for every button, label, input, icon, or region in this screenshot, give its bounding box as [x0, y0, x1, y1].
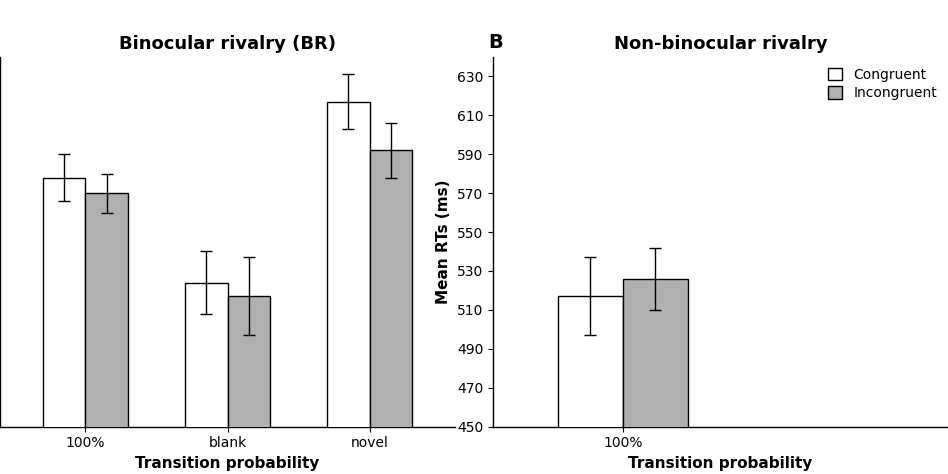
X-axis label: Transition probability: Transition probability	[629, 456, 812, 471]
Bar	[85, 193, 128, 474]
Bar	[185, 283, 228, 474]
Bar	[370, 150, 412, 474]
Bar	[327, 101, 370, 474]
Legend: Congruent, Incongruent: Congruent, Incongruent	[824, 64, 941, 104]
Y-axis label: Mean RTs (ms): Mean RTs (ms)	[436, 180, 451, 304]
Bar	[558, 296, 623, 474]
Bar	[623, 279, 688, 474]
Bar	[228, 296, 270, 474]
Bar	[43, 178, 85, 474]
Title: Binocular rivalry (BR): Binocular rivalry (BR)	[119, 35, 336, 53]
X-axis label: Transition probability: Transition probability	[136, 456, 319, 471]
Title: Non-binocular rivalry: Non-binocular rivalry	[613, 35, 828, 53]
Text: B: B	[488, 33, 503, 52]
